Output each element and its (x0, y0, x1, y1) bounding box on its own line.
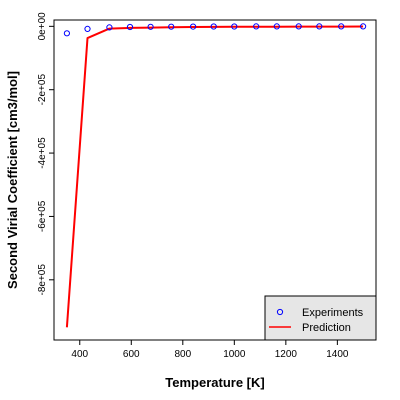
experiment-point (190, 23, 197, 30)
y-tick-label: -2e+05 (37, 74, 48, 106)
experiment-point (210, 23, 217, 30)
experiment-point (147, 23, 154, 30)
legend-marker-experiments (276, 308, 284, 316)
legend-box (264, 295, 377, 341)
experiment-point (63, 30, 71, 37)
experiment-point (84, 25, 91, 32)
plot-marks (63, 23, 367, 328)
experiment-point (316, 23, 323, 30)
x-tick-label: 1000 (223, 349, 246, 360)
x-tick-label: 800 (174, 349, 191, 360)
y-tick-label: -6e+05 (37, 200, 48, 232)
experiment-point (126, 23, 134, 31)
x-tick-label: 400 (71, 349, 88, 360)
x-tick-label: 1200 (275, 349, 298, 360)
legend-label-experiments: Experiments (302, 307, 364, 319)
x-tick-label: 1400 (326, 349, 349, 360)
x-axis-title: Temperature [K] (165, 375, 264, 390)
prediction-line (65, 25, 364, 328)
x-tick-label: 600 (123, 349, 140, 360)
y-tick-label: -4e+05 (37, 137, 48, 169)
experiment-point (106, 24, 113, 31)
experiment-point (295, 23, 302, 30)
y-tick-label: -8e+05 (37, 264, 48, 296)
experiment-point (231, 23, 238, 30)
experiment-point (273, 23, 280, 30)
x-axis: 400 600 800 1000 1200 1400 (71, 340, 349, 360)
y-axis: 0e+00 -2e+05 -4e+05 -6e+05 -8e+05 (37, 12, 54, 296)
experiment-point (168, 23, 175, 30)
legend-label-prediction: Prediction (302, 322, 351, 334)
experiment-point (253, 23, 260, 30)
y-axis-title: Second Virial Coefficient [cm3/mol] (5, 71, 20, 289)
experiment-point (338, 23, 345, 30)
y-tick-label: 0e+00 (37, 12, 48, 41)
legend: Experiments Prediction (264, 295, 377, 341)
experiment-point (360, 23, 367, 30)
plot-frame (53, 19, 377, 341)
